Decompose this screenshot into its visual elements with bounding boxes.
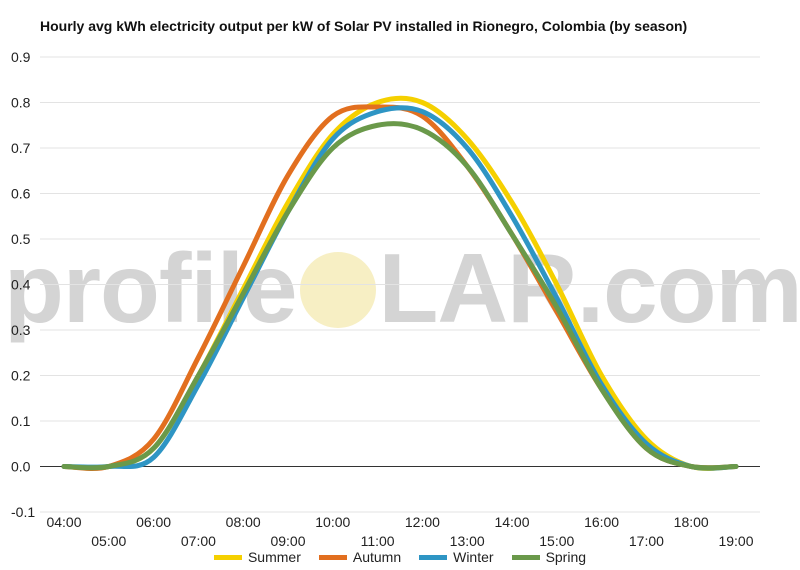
y-tick-label: 0.7 (11, 140, 31, 156)
x-tick-label: 10:00 (315, 514, 350, 530)
x-tick-label: 19:00 (718, 533, 753, 549)
x-tick-label: 15:00 (539, 533, 574, 549)
x-tick-label: 04:00 (46, 514, 81, 530)
y-tick-label: 0.9 (11, 49, 31, 65)
legend-label: Autumn (352, 549, 402, 565)
legend-label: Spring (545, 549, 587, 565)
chart-legend: Summer Autumn Winter Spring (0, 549, 800, 565)
x-tick-label: 05:00 (91, 533, 126, 549)
series-line-summer (61, 95, 739, 471)
legend-item-winter: Winter (419, 549, 494, 565)
x-tick-label: 11:00 (361, 533, 395, 549)
y-tick-label: -0.1 (11, 504, 35, 520)
y-tick-label: 0.3 (11, 322, 31, 338)
legend-swatch (511, 554, 540, 560)
y-tick-label: 0.5 (11, 231, 31, 247)
x-tick-label: 09:00 (270, 533, 305, 549)
x-tick-label: 17:00 (629, 533, 664, 549)
y-tick-label: 0.2 (11, 368, 31, 384)
x-tick-label: 14:00 (494, 514, 529, 530)
series-line-spring (61, 121, 739, 471)
series-line-winter (61, 105, 739, 471)
x-tick-label: 18:00 (674, 514, 709, 530)
legend-swatch (419, 554, 448, 560)
x-tick-label: 13:00 (450, 533, 485, 549)
y-tick-label: 0.4 (11, 277, 31, 293)
y-tick-label: 0.6 (11, 186, 31, 202)
y-tick-label: 0.0 (11, 459, 31, 475)
chart-title: Hourly avg kWh electricity output per kW… (40, 18, 688, 34)
legend-item-summer: Summer (213, 549, 301, 565)
legend-swatch (318, 554, 347, 560)
y-tick-label: 0.8 (11, 95, 31, 111)
legend-label: Winter (453, 549, 494, 565)
x-tick-label: 12:00 (405, 514, 440, 530)
legend-item-spring: Spring (511, 549, 587, 565)
legend-label: Summer (247, 549, 301, 565)
x-tick-label: 07:00 (181, 533, 216, 549)
x-tick-label: 06:00 (136, 514, 171, 530)
y-tick-label: 0.1 (11, 413, 31, 429)
legend-swatch (213, 554, 242, 560)
legend-item-autumn: Autumn (318, 549, 402, 565)
x-tick-label: 16:00 (584, 514, 619, 530)
x-tick-label: 08:00 (226, 514, 261, 530)
series-line-autumn (61, 104, 739, 471)
